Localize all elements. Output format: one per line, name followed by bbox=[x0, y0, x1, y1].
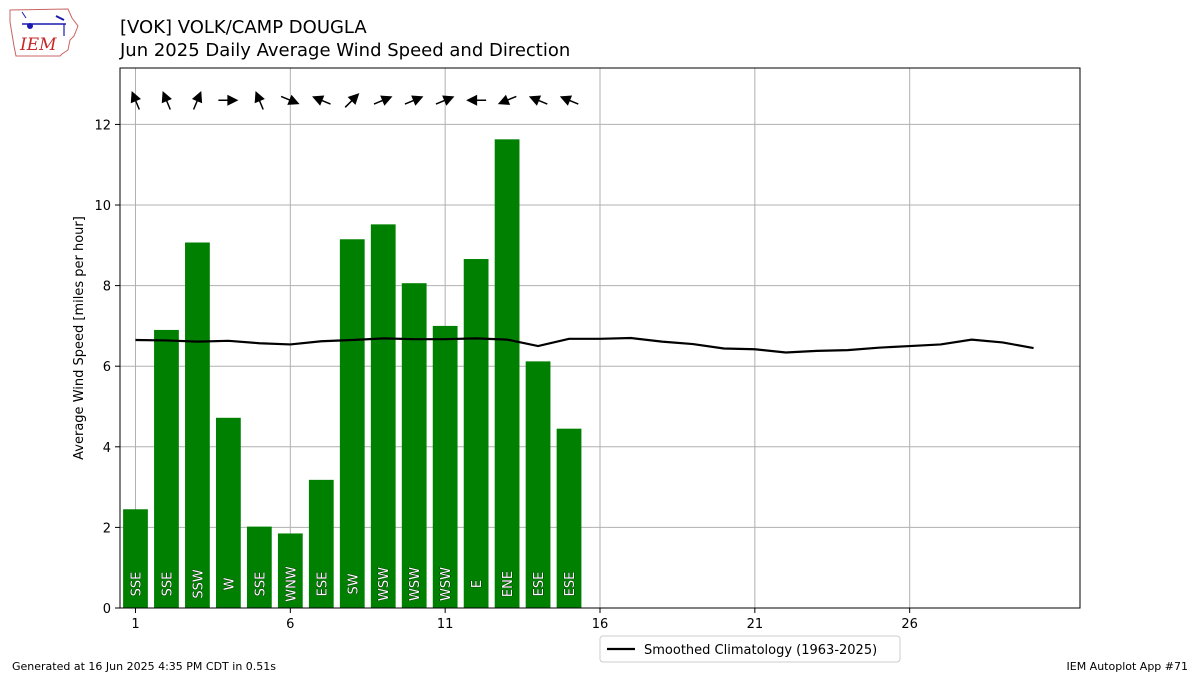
direction-label-day-12: E bbox=[470, 580, 485, 588]
climatology-line bbox=[135, 336, 1034, 354]
y-tick-label: 6 bbox=[103, 360, 111, 375]
wind-arrow-day-15 bbox=[559, 95, 579, 106]
x-tick-label: 21 bbox=[747, 617, 764, 632]
legend-entry-label: Smoothed Climatology (1963-2025) bbox=[644, 643, 877, 658]
wind-arrow-day-6 bbox=[280, 94, 300, 105]
bar-day-15 bbox=[556, 428, 582, 608]
bar-day-2 bbox=[154, 329, 179, 608]
iem-logo: IEM bbox=[9, 8, 79, 57]
bars bbox=[123, 139, 582, 608]
bar-day-3 bbox=[185, 242, 210, 608]
bar-day-10 bbox=[401, 283, 427, 608]
iem-logo-text: IEM bbox=[19, 35, 57, 55]
y-tick-label: 8 bbox=[103, 280, 111, 295]
wind-arrow-day-1 bbox=[130, 91, 141, 110]
y-tick-label: 4 bbox=[103, 441, 111, 456]
legend-box bbox=[599, 635, 901, 663]
bar-day-11 bbox=[432, 325, 458, 608]
wind-arrows bbox=[130, 91, 579, 110]
wind-arrow-day-2 bbox=[161, 91, 172, 110]
y-tick-label: 0 bbox=[103, 602, 111, 617]
direction-label-day-15: ESE bbox=[563, 572, 578, 597]
x-tick-label: 1 bbox=[131, 617, 139, 632]
direction-label-day-6: WNW bbox=[284, 566, 299, 602]
direction-label-day-10: WSW bbox=[408, 567, 423, 601]
wind-arrow-day-13 bbox=[497, 94, 517, 105]
wind-arrow-day-5 bbox=[254, 91, 265, 110]
bar-day-14 bbox=[525, 361, 551, 608]
bar-day-8 bbox=[339, 239, 365, 608]
direction-label-day-5: SSE bbox=[253, 572, 268, 597]
direction-label-day-14: ESE bbox=[532, 572, 547, 597]
wind-arrow-day-12 bbox=[466, 94, 487, 106]
climatology-series-line bbox=[135, 336, 1034, 354]
direction-label-day-4: W bbox=[222, 577, 237, 590]
bar-day-6 bbox=[277, 533, 303, 608]
y-tick-label: 2 bbox=[103, 521, 111, 536]
bar-day-1 bbox=[123, 509, 148, 608]
direction-labels: SSE SSE SSW W SSE WNW ESE SW WSW WSW WSW E ENE ESE ESE bbox=[129, 566, 578, 602]
wind-arrow-day-8 bbox=[344, 93, 360, 108]
bar-day-4 bbox=[216, 417, 241, 608]
chart-title: [VOK] VOLK/CAMP DOUGLA bbox=[120, 17, 367, 38]
bar-day-7 bbox=[308, 479, 334, 608]
wind-arrow-day-3 bbox=[191, 91, 203, 110]
bar-day-12 bbox=[463, 259, 489, 608]
x-tick-label: 16 bbox=[592, 617, 609, 632]
wind-arrow-day-9 bbox=[373, 95, 393, 106]
bar-day-9 bbox=[370, 224, 396, 608]
bar-day-5 bbox=[246, 526, 272, 608]
direction-label-day-13: ENE bbox=[501, 571, 516, 597]
bar-day-13 bbox=[494, 139, 520, 608]
direction-label-day-3: SSW bbox=[191, 569, 206, 599]
x-tick-label: 6 bbox=[286, 617, 294, 632]
wind-arrow-day-14 bbox=[528, 95, 548, 106]
x-tick-label: 11 bbox=[437, 617, 454, 632]
direction-label-day-8: SW bbox=[346, 573, 361, 594]
legend: Smoothed Climatology (1963-2025) bbox=[599, 635, 901, 663]
direction-label-day-7: ESE bbox=[315, 572, 330, 597]
autoplot-app-label: IEM Autoplot App #71 bbox=[1066, 660, 1189, 673]
wind-arrow-day-7 bbox=[312, 95, 331, 106]
wind-arrow-day-4 bbox=[218, 94, 239, 106]
direction-label-day-11: WSW bbox=[439, 567, 454, 601]
y-tick-label: 10 bbox=[94, 199, 111, 214]
generated-timestamp: Generated at 16 Jun 2025 4:35 PM CDT in … bbox=[12, 660, 277, 673]
weather-station-icon bbox=[21, 11, 66, 36]
direction-label-day-9: WSW bbox=[377, 567, 392, 601]
iowa-state-outline-icon bbox=[9, 8, 79, 57]
wind-arrow-day-10 bbox=[404, 95, 424, 106]
direction-label-day-2: SSE bbox=[160, 572, 175, 597]
chart-subtitle: Jun 2025 Daily Average Wind Speed and Di… bbox=[120, 40, 571, 61]
y-axis-label: Average Wind Speed [miles per hour] bbox=[72, 216, 87, 460]
x-tick-label: 26 bbox=[901, 617, 918, 632]
y-tick-label: 12 bbox=[94, 118, 111, 133]
direction-label-day-1: SSE bbox=[129, 572, 144, 597]
wind-arrow-day-11 bbox=[435, 95, 455, 106]
